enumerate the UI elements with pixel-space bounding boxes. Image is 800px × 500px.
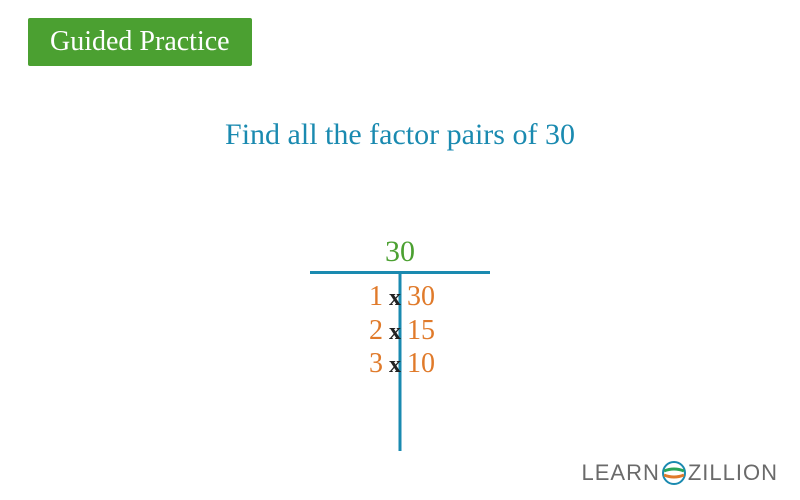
factor-left: 2 — [353, 314, 383, 348]
factor-right: 10 — [407, 347, 447, 381]
factor-diagram: 30 1 x 30 2 x 15 3 x 10 — [310, 235, 490, 381]
factor-right: 30 — [407, 280, 447, 314]
t-chart: 1 x 30 2 x 15 3 x 10 — [310, 271, 490, 381]
times-symbol: x — [389, 284, 401, 313]
header-title: Guided Practice — [50, 26, 230, 57]
factor-left: 3 — [353, 347, 383, 381]
target-number: 30 — [310, 235, 490, 269]
factor-left: 1 — [353, 280, 383, 314]
factor-pairs-list: 1 x 30 2 x 15 3 x 10 — [310, 280, 490, 381]
factor-right: 15 — [407, 314, 447, 348]
factor-pair-row: 2 x 15 — [310, 314, 490, 348]
times-symbol: x — [389, 351, 401, 380]
brand-logo: LEARN ZILLION — [582, 460, 779, 486]
factor-pair-row: 3 x 10 — [310, 347, 490, 381]
times-symbol: x — [389, 318, 401, 347]
logo-text-zillion: ZILLION — [688, 460, 778, 486]
logo-swirl-icon — [662, 461, 686, 485]
header-banner: Guided Practice — [28, 18, 252, 66]
logo-text-learn: LEARN — [582, 460, 660, 486]
prompt-text: Find all the factor pairs of 30 — [0, 118, 800, 152]
factor-pair-row: 1 x 30 — [310, 280, 490, 314]
